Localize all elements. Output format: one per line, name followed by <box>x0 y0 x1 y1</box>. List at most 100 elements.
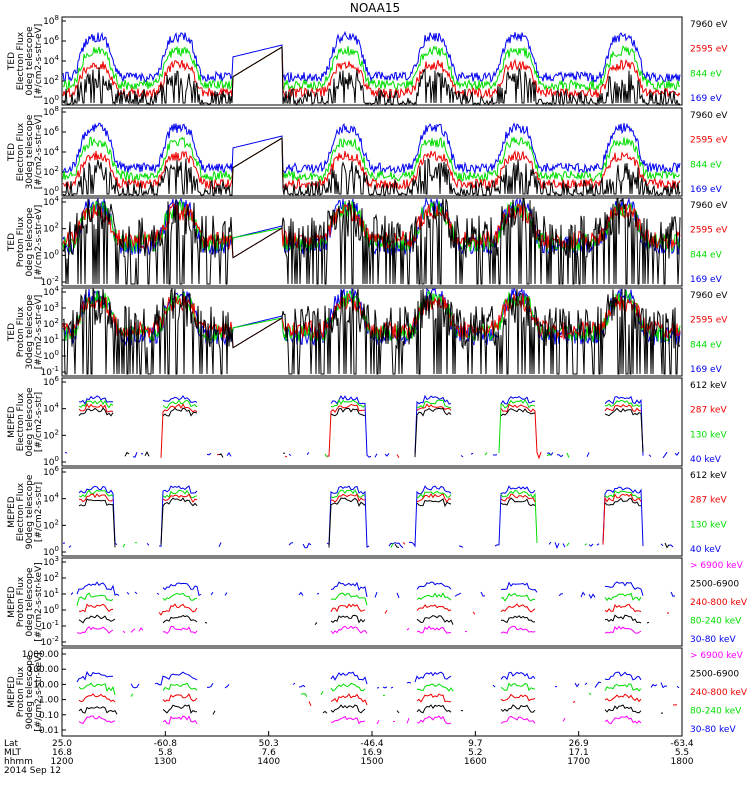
y-tick-label: 104 <box>43 492 59 505</box>
x-tick-lat: -46.4 <box>360 739 384 749</box>
y-tick-label: 1000.00 <box>22 650 59 660</box>
series-169-ev <box>62 30 681 83</box>
series-2500-6900 <box>79 615 673 625</box>
y-label-line: [#/cm2-s-str-eV] <box>34 205 44 280</box>
y-label-line: Electron Flux <box>16 122 26 181</box>
legend-5: 30-80 keV <box>690 725 736 735</box>
x-row-label: MLT <box>4 748 22 758</box>
y-label-line: Electron Flux <box>16 482 26 541</box>
legend-2: 2595 eV <box>690 226 728 236</box>
x-tick-mlt: 5.5 <box>675 748 689 758</box>
legend-4: 40 keV <box>690 455 722 465</box>
legend-1: 7960 eV <box>690 291 728 301</box>
y-tick-label: 104 <box>43 145 59 158</box>
series-40-kev <box>64 394 680 459</box>
series-240-800-kev <box>78 693 678 707</box>
y-label-line: MEPED <box>7 586 17 618</box>
y-label-line: Electron Flux <box>16 31 26 90</box>
y-label-line: [#/cm2-s-str] <box>34 392 44 452</box>
y-tick-label: 106 <box>43 465 59 478</box>
y-label-line: Electron Flux <box>16 392 26 451</box>
x-tick-mlt: 16.8 <box>52 748 72 758</box>
x-row-label: hhmm <box>4 757 33 767</box>
series-2500-6900 <box>79 705 667 715</box>
y-tick-label: 100 <box>43 248 59 261</box>
y-tick-label: 0.10 <box>39 711 59 721</box>
y-tick-label: 103 <box>43 301 59 314</box>
legend-1: 7960 eV <box>690 20 728 30</box>
series-7960-ev <box>62 197 681 285</box>
x-tick-lat: 26.9 <box>569 739 589 749</box>
legend-3: 240-800 keV <box>690 598 748 608</box>
legend-1: > 6900 keV <box>690 561 744 571</box>
legend-1: 612 keV <box>690 381 727 391</box>
y-label-line: MEPED <box>7 406 17 438</box>
legend-2: 287 keV <box>690 406 727 416</box>
panel-frame <box>61 16 683 106</box>
y-axis-label: MEPED Electron Flux 0deg telescope [#/cm2-s… <box>7 387 44 457</box>
legend-2: 2500-6900 <box>690 580 739 590</box>
y-tick-label: 106 <box>43 375 59 388</box>
series-7960-ev <box>62 137 681 197</box>
y-tick-label: 102 <box>43 518 59 531</box>
y-tick-label: 102 <box>43 165 59 178</box>
series--6900-kev <box>77 626 659 633</box>
y-tick-label: 102 <box>43 74 59 87</box>
y-tick-label: 10-1 <box>41 619 59 632</box>
y-tick-label: 104 <box>43 402 59 415</box>
y-label-line: TED <box>7 233 17 252</box>
panel-frame <box>61 197 683 287</box>
y-tick-label: 102 <box>43 571 59 584</box>
y-label-line: [#/cm2-s-str-keV] <box>34 652 44 731</box>
y-axis-label: MEPED Proton Flux 90deg telescope [#/cm2-s-… <box>7 652 44 731</box>
x-tick-hhmm: 1200 <box>51 757 74 767</box>
y-label-line: [#/cm2-s-str-keV] <box>34 562 44 641</box>
y-tick-label: 101 <box>43 587 59 600</box>
series-287-kev <box>79 494 679 545</box>
y-tick-label: 103 <box>43 555 59 568</box>
series-7960-ev <box>62 46 680 106</box>
x-tick-lat: 25.0 <box>52 739 72 749</box>
panel-frame <box>61 467 683 557</box>
chart-title: NOAA15 <box>350 1 400 15</box>
y-axis-label: MEPED Proton Flux 0deg telescope [#/cm2-s-s… <box>7 562 44 641</box>
y-axis-label: TED Electron Flux 0deg telescope [#/cm2-s-s… <box>7 24 44 99</box>
legend-3: 844 eV <box>690 160 723 170</box>
legend-3: 844 eV <box>690 69 723 79</box>
legend-4: 169 eV <box>690 185 723 195</box>
x-tick-lat: 9.7 <box>468 739 482 749</box>
y-label-line: [#/cm2-s-str-eV] <box>34 115 44 190</box>
y-label-line: 30deg telescope <box>25 294 35 369</box>
y-label-line: 90deg telescope <box>25 474 35 549</box>
y-tick-label: 106 <box>43 125 59 138</box>
y-axis-label: MEPED Electron Flux 90deg telescope [#/cm2-… <box>7 474 44 549</box>
legend-4: 169 eV <box>690 365 723 375</box>
legend-2: 2595 eV <box>690 316 728 326</box>
legend-3: 844 eV <box>690 250 723 260</box>
x-tick-mlt: 16.9 <box>362 748 382 758</box>
series-2595-ev <box>62 46 681 100</box>
y-label-line: [#/cm2-s-str-eV] <box>34 295 44 370</box>
y-label-line: 0deg telescope <box>25 387 35 457</box>
x-tick-lat: -63.4 <box>670 739 694 749</box>
y-label-line: Proton Flux <box>16 216 26 267</box>
y-tick-label: 10-1 <box>41 365 59 378</box>
series-40-kev <box>63 486 679 548</box>
legend-2: 2595 eV <box>690 45 728 55</box>
y-tick-label: 100 <box>43 545 59 558</box>
legend-4: 40 keV <box>690 545 722 555</box>
y-axis-label: TED Proton Flux 30deg telescope [#/cm2-s-st… <box>7 294 44 369</box>
y-tick-label: 102 <box>43 222 59 235</box>
y-tick-label: 108 <box>43 14 59 27</box>
y-label-line: 0deg telescope <box>25 567 35 637</box>
y-label-line: Proton Flux <box>16 666 26 717</box>
